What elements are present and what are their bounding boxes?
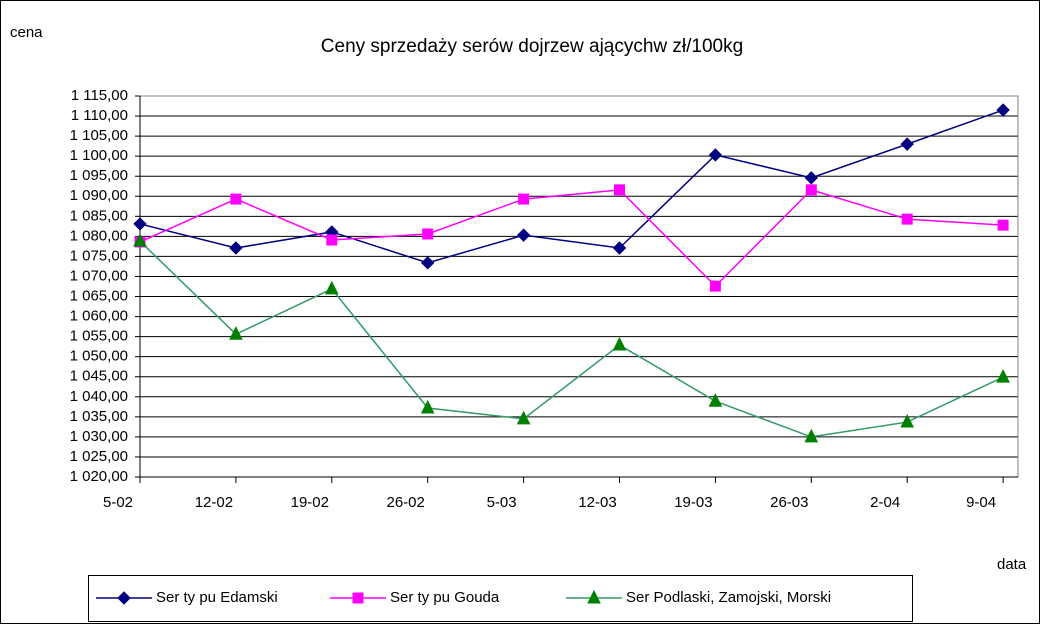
data-point [900,413,915,428]
legend-marker [117,591,131,605]
y-tick-label: 1 085,00 [70,207,128,224]
data-point [133,233,147,247]
data-point [901,213,913,225]
x-tick-label: 5-03 [487,494,517,511]
x-tick-label: 19-02 [291,494,329,511]
data-point [804,428,819,443]
data-point [422,228,434,240]
legend-label: Ser ty pu Edamski [156,589,278,606]
data-point [420,256,435,270]
data-point [133,217,147,231]
series-line [139,188,1004,288]
y-tick-label: 1 080,00 [70,227,128,244]
y-tick-label: 1 065,00 [70,287,128,304]
data-point [230,193,242,205]
y-tick-label: 1 035,00 [70,408,128,425]
data-point [708,393,723,407]
legend-box [88,575,913,622]
y-tick-label: 1 045,00 [70,368,128,385]
data-point [805,184,817,196]
data-point [420,399,435,414]
x-tick-label: 2-04 [870,494,900,511]
x-tick-label: 26-02 [387,494,425,511]
y-tick-label: 1 030,00 [70,428,128,445]
data-point [708,148,723,162]
series-line [139,240,1004,438]
y-tick-label: 1 050,00 [70,348,128,365]
x-tick-label: 5-02 [103,494,133,511]
y-tick-label: 1 090,00 [70,187,128,204]
y-tick-label: 1 105,00 [70,127,128,144]
data-point [326,234,338,246]
data-point [518,193,530,205]
y-tick-label: 1 040,00 [70,388,128,405]
y-axis-label: cena [10,24,43,41]
y-tick-label: 1 020,00 [70,468,128,485]
data-point [900,137,914,151]
y-tick-label: 1 110,00 [71,107,128,124]
data-point [709,280,721,292]
legend-label: Ser Podlaski, Zamojski, Morski [626,589,831,606]
y-tick-label: 1 115,00 [71,87,128,104]
data-point [612,241,627,255]
y-tick-label: 1 095,00 [70,167,128,184]
data-point [804,171,819,185]
data-point [996,103,1010,117]
x-tick-label: 26-03 [770,494,808,511]
x-tick-label: 12-03 [578,494,616,511]
series-line [139,109,1004,264]
y-tick-label: 1 100,00 [70,147,128,164]
data-point [516,228,531,242]
data-point [229,241,243,255]
legend-marker [587,589,601,604]
y-tick-label: 1 060,00 [70,308,128,325]
x-axis-label: data [997,556,1027,573]
x-tick-label: 12-02 [195,494,233,511]
data-point [997,219,1009,231]
x-tick-label: 19-03 [674,494,712,511]
data-point [324,280,339,295]
data-point [614,184,625,196]
y-tick-label: 1 070,00 [70,267,128,284]
y-tick-label: 1 055,00 [70,328,128,345]
legend-label: Ser ty pu Gouda [390,589,500,606]
y-tick-label: 1 075,00 [70,247,128,264]
chart-title: Ceny sprzedaży serów dojrzew ającychw zł… [321,36,743,57]
legend-marker [352,592,364,604]
data-point [612,336,627,351]
data-point [229,326,243,340]
y-tick-label: 1 025,00 [70,448,128,465]
x-tick-label: 9-04 [966,494,996,511]
data-point [516,410,531,425]
data-point [996,369,1010,383]
